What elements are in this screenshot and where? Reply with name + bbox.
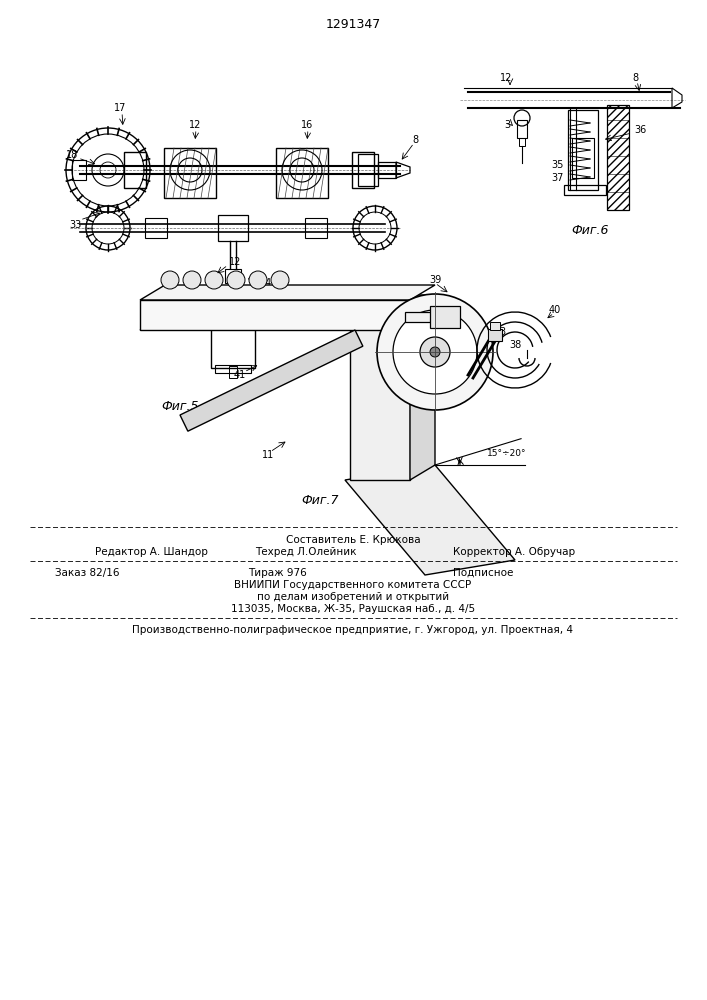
- Text: Фиг.6: Фиг.6: [571, 224, 609, 236]
- Text: 33: 33: [69, 220, 81, 230]
- Text: 12: 12: [229, 257, 241, 267]
- Text: Составитель Е. Крюкова: Составитель Е. Крюкова: [286, 535, 421, 545]
- Circle shape: [227, 271, 245, 289]
- Polygon shape: [350, 310, 410, 480]
- Circle shape: [161, 271, 179, 289]
- Bar: [517, 120, 527, 138]
- Text: 17: 17: [114, 103, 126, 113]
- Text: 41: 41: [234, 370, 246, 380]
- Text: 1291347: 1291347: [325, 18, 380, 31]
- Text: Фиг.7: Фиг.7: [301, 493, 339, 506]
- Bar: [124, 152, 146, 188]
- Text: 12: 12: [500, 73, 512, 83]
- Circle shape: [420, 337, 450, 367]
- Bar: [305, 218, 327, 238]
- Text: 3: 3: [504, 120, 510, 130]
- Bar: [519, 138, 525, 146]
- Text: 39: 39: [429, 275, 441, 285]
- Polygon shape: [350, 295, 435, 310]
- Bar: [227, 288, 239, 300]
- Bar: [164, 148, 216, 198]
- Polygon shape: [410, 295, 435, 480]
- Bar: [568, 110, 598, 190]
- Bar: [490, 322, 500, 330]
- Circle shape: [249, 271, 267, 289]
- Circle shape: [183, 271, 201, 289]
- Text: ВНИИПИ Государственного комитета СССР: ВНИИПИ Государственного комитета СССР: [235, 580, 472, 590]
- Text: Техред Л.Олейник: Техред Л.Олейник: [255, 547, 356, 557]
- Text: Корректор А. Обручар: Корректор А. Обручар: [453, 547, 575, 557]
- Text: 113035, Москва, Ж-35, Раушская наб., д. 4/5: 113035, Москва, Ж-35, Раушская наб., д. …: [231, 604, 475, 614]
- Bar: [564, 185, 606, 195]
- Text: 8: 8: [632, 73, 638, 83]
- Bar: [276, 148, 328, 198]
- Circle shape: [430, 347, 440, 357]
- Text: 12: 12: [189, 120, 201, 130]
- Text: 37: 37: [551, 173, 563, 183]
- Circle shape: [271, 271, 289, 289]
- Bar: [211, 308, 255, 368]
- Bar: [358, 154, 378, 186]
- Text: 40: 40: [549, 305, 561, 315]
- Circle shape: [393, 310, 477, 394]
- Text: Подписное: Подписное: [453, 568, 513, 578]
- Bar: [218, 215, 248, 241]
- Bar: [607, 105, 629, 210]
- Polygon shape: [140, 315, 435, 330]
- Text: Производственно-полиграфическое предприятие, г. Ужгород, ул. Проектная, 4: Производственно-полиграфическое предприя…: [132, 625, 573, 635]
- Text: 11: 11: [262, 450, 274, 460]
- Bar: [145, 218, 167, 238]
- Bar: [352, 152, 374, 188]
- Circle shape: [205, 271, 223, 289]
- Bar: [215, 365, 251, 373]
- Text: Редактор А. Шандор: Редактор А. Шандор: [95, 547, 208, 557]
- Text: 16: 16: [301, 120, 313, 130]
- Text: 36: 36: [634, 125, 646, 135]
- Text: Тираж 976: Тираж 976: [248, 568, 307, 578]
- Bar: [72, 160, 86, 180]
- Text: Заказ 82/16: Заказ 82/16: [55, 568, 119, 578]
- Text: 38: 38: [509, 340, 521, 350]
- Bar: [430, 306, 460, 328]
- Bar: [225, 269, 241, 283]
- Polygon shape: [140, 300, 410, 330]
- Bar: [488, 329, 502, 341]
- Text: Фиг.5: Фиг.5: [161, 399, 199, 412]
- Text: по делам изобретений и открытий: по делам изобретений и открытий: [257, 592, 449, 602]
- Text: 3: 3: [499, 327, 505, 337]
- Text: 15°÷20°: 15°÷20°: [487, 448, 527, 458]
- Text: 18: 18: [66, 150, 78, 160]
- Bar: [405, 312, 440, 322]
- Bar: [229, 366, 237, 378]
- Bar: [378, 162, 396, 178]
- Polygon shape: [345, 465, 515, 575]
- Text: 35: 35: [551, 160, 563, 170]
- Text: 34: 34: [259, 278, 271, 288]
- Polygon shape: [180, 330, 363, 431]
- Bar: [572, 138, 594, 178]
- Text: 8: 8: [412, 135, 418, 145]
- Polygon shape: [140, 285, 435, 300]
- Circle shape: [377, 294, 493, 410]
